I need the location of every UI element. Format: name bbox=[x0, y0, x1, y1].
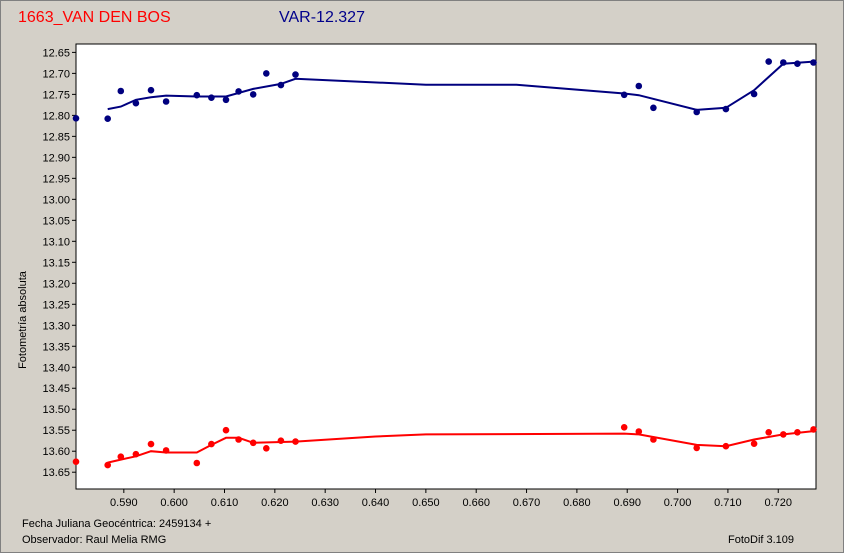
x-tick-label: 0.670 bbox=[513, 497, 541, 509]
series-1-point bbox=[794, 429, 801, 436]
series-0-point bbox=[780, 59, 787, 66]
y-tick-label: 13.05 bbox=[42, 215, 70, 227]
series-0-point bbox=[794, 60, 801, 67]
x-tick-label: 0.660 bbox=[462, 497, 490, 509]
series-1-point bbox=[810, 426, 817, 433]
y-tick-label: 13.55 bbox=[42, 425, 70, 437]
x-tick-label: 0.590 bbox=[110, 497, 138, 509]
series-1-point bbox=[765, 429, 772, 436]
y-tick-label: 13.20 bbox=[42, 278, 70, 290]
series-1-point bbox=[635, 428, 643, 435]
y-axis: 12.65 12.70 12.75 12.80 12.85 12.90 12.95 13.00… bbox=[42, 47, 76, 479]
y-tick-label: 12.90 bbox=[42, 152, 70, 164]
x-axis: 0.590 0.600 0.610 0.620 0.630 0.640 0.650 0.660… bbox=[110, 489, 792, 509]
x-tick-label: 0.690 bbox=[613, 497, 641, 509]
x-tick-label: 0.680 bbox=[563, 497, 591, 509]
y-tick-label: 13.60 bbox=[42, 446, 70, 458]
series-1-point bbox=[72, 458, 80, 466]
series-1-point bbox=[693, 444, 700, 452]
series-0-point bbox=[235, 88, 242, 95]
series-0-point bbox=[249, 91, 257, 98]
series-0-point bbox=[650, 104, 657, 112]
series-group bbox=[72, 58, 817, 469]
x-tick-label: 0.610 bbox=[211, 497, 239, 509]
series-0-point bbox=[162, 98, 170, 105]
x-tick-label: 0.710 bbox=[714, 497, 742, 509]
series-0-point bbox=[222, 96, 230, 104]
y-tick-label: 13.30 bbox=[42, 320, 70, 332]
series-1-point bbox=[292, 438, 299, 445]
series-0-point bbox=[147, 86, 155, 94]
series-0-point bbox=[277, 81, 285, 89]
series-1-trend-line bbox=[107, 430, 814, 464]
series-1-point bbox=[193, 459, 201, 467]
series-0-point bbox=[765, 58, 772, 65]
series-0-point bbox=[263, 70, 270, 77]
series-1-point bbox=[222, 426, 230, 434]
series-1-point bbox=[249, 439, 257, 447]
series-1-point bbox=[132, 450, 140, 458]
variable-label-title: VAR-12.327 bbox=[279, 9, 365, 26]
x-tick-label: 0.720 bbox=[764, 497, 792, 509]
y-tick-label: 13.35 bbox=[42, 341, 70, 353]
y-tick-label: 12.85 bbox=[42, 131, 70, 143]
x-tick-label: 0.700 bbox=[664, 497, 692, 509]
x-tick-label: 0.650 bbox=[412, 497, 440, 509]
y-tick-label: 12.65 bbox=[42, 47, 70, 59]
series-1-point bbox=[620, 424, 628, 431]
y-tick-label: 13.15 bbox=[42, 257, 70, 269]
plot-area bbox=[75, 43, 817, 490]
series-0-point bbox=[620, 91, 628, 99]
series-1-point bbox=[104, 461, 111, 469]
star-name-title: 1663_VAN DEN BOS bbox=[18, 9, 171, 26]
series-1-point bbox=[277, 437, 285, 445]
series-0-point bbox=[722, 105, 730, 113]
series-0-point bbox=[810, 59, 817, 66]
series-0-point bbox=[104, 115, 111, 122]
y-tick-label: 12.75 bbox=[42, 89, 70, 101]
series-0-point bbox=[117, 87, 125, 95]
y-tick-label: 13.50 bbox=[42, 404, 70, 416]
x-tick-label: 0.620 bbox=[261, 497, 289, 509]
series-0-point bbox=[635, 82, 643, 90]
series-0-point bbox=[750, 90, 758, 98]
y-tick-label: 13.25 bbox=[42, 299, 70, 311]
y-tick-label: 13.00 bbox=[42, 194, 70, 206]
series-0-point bbox=[693, 108, 700, 116]
series-0-point bbox=[292, 71, 299, 78]
julian-date-label: Fecha Juliana Geocéntrica: 2459134 + bbox=[22, 518, 212, 530]
software-label: FotoDif 3.109 bbox=[728, 534, 795, 546]
series-0-point bbox=[132, 99, 140, 107]
series-1-point bbox=[147, 440, 155, 448]
series-1-point bbox=[117, 453, 125, 461]
y-tick-label: 13.45 bbox=[42, 383, 70, 395]
y-tick-label: 12.70 bbox=[42, 68, 70, 80]
series-0-point bbox=[193, 91, 201, 99]
y-tick-label: 13.10 bbox=[42, 236, 70, 248]
y-tick-label: 12.80 bbox=[42, 110, 70, 122]
series-1-point bbox=[650, 436, 657, 443]
observer-label: Observador: Raul Melia RMG bbox=[22, 534, 167, 546]
x-tick-label: 0.600 bbox=[160, 497, 188, 509]
x-tick-label: 0.630 bbox=[311, 497, 339, 509]
series-0-point bbox=[208, 94, 215, 101]
y-tick-label: 13.65 bbox=[42, 467, 70, 479]
y-tick-label: 12.95 bbox=[42, 173, 70, 185]
series-1-point bbox=[208, 440, 215, 448]
series-1-point bbox=[235, 436, 242, 443]
series-1-point bbox=[750, 440, 758, 448]
series-1-point bbox=[162, 447, 170, 454]
series-1-point bbox=[263, 445, 270, 452]
series-1-point bbox=[780, 431, 787, 438]
x-tick-label: 0.640 bbox=[362, 497, 390, 509]
y-tick-label: 13.40 bbox=[42, 362, 70, 374]
series-0-point bbox=[72, 115, 80, 122]
series-1-point bbox=[722, 442, 730, 450]
